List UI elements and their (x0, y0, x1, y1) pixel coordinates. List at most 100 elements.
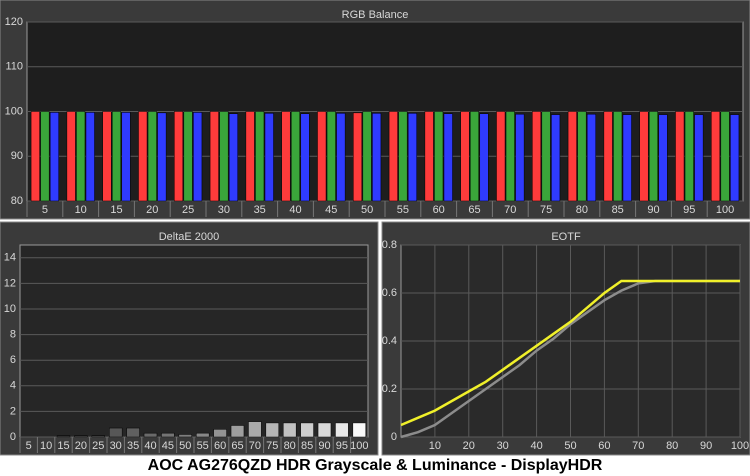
x-tick-label: 40 (289, 204, 301, 216)
x-tick-label: 75 (540, 204, 552, 216)
y-tick-label: 100 (5, 105, 23, 117)
bar (143, 432, 158, 438)
bar (541, 111, 551, 202)
y-tick-label: 2 (10, 405, 16, 417)
y-tick-label: 4 (10, 380, 16, 392)
bar (675, 111, 685, 202)
x-tick-label: 85 (301, 440, 313, 452)
bar (639, 111, 649, 202)
bar (174, 111, 184, 202)
x-tick-label: 45 (162, 440, 174, 452)
y-tick-label: 6 (10, 354, 16, 366)
bar (108, 427, 123, 438)
y-tick-label: 90 (11, 150, 23, 162)
x-tick-label: 50 (179, 440, 191, 452)
bar (336, 113, 346, 202)
bar (213, 429, 227, 438)
bar (551, 114, 561, 202)
bar (30, 111, 40, 202)
x-tick-label: 50 (564, 440, 576, 452)
chart-title: DeltaE 2000 (159, 231, 220, 243)
y-tick-label: 8 (10, 329, 16, 341)
bar (372, 113, 382, 202)
y-tick-label: 120 (5, 16, 23, 28)
y-tick-label: 10 (4, 303, 16, 315)
bar (255, 111, 265, 202)
bar (219, 111, 229, 202)
bar (111, 111, 122, 202)
x-tick-label: 40 (144, 440, 156, 452)
x-tick-label: 65 (468, 204, 480, 216)
bar (245, 111, 255, 202)
x-tick-label: 15 (110, 204, 122, 216)
bar (469, 111, 480, 202)
bar (282, 422, 297, 438)
x-tick-label: 55 (197, 440, 209, 452)
bar (281, 111, 291, 202)
x-tick-label: 60 (214, 440, 226, 452)
bar (290, 111, 301, 202)
x-tick-label: 40 (530, 440, 542, 452)
bar (586, 113, 596, 202)
bar (460, 111, 470, 202)
bar (613, 111, 623, 202)
bar (161, 432, 175, 438)
x-tick-label: 80 (284, 440, 296, 452)
bar (264, 113, 274, 202)
bar (138, 111, 148, 202)
x-tick-label: 10 (40, 440, 52, 452)
bar (49, 112, 59, 202)
x-tick-label: 5 (26, 440, 32, 452)
x-tick-label: 90 (318, 440, 330, 452)
bar (40, 111, 50, 202)
y-tick-label: 80 (11, 195, 23, 207)
caption: AOC AG276QZD HDR Grayscale & Luminance -… (148, 457, 603, 474)
y-tick-label: 110 (5, 61, 23, 73)
x-tick-label: 60 (598, 440, 610, 452)
bar (730, 114, 740, 202)
plot-area (19, 244, 369, 438)
x-tick-label: 100 (350, 440, 368, 452)
bar (228, 113, 238, 202)
bar (567, 111, 577, 202)
bar (85, 112, 95, 202)
bar (195, 432, 210, 438)
x-tick-label: 90 (647, 204, 659, 216)
y-tick-label: 0.2 (382, 383, 397, 395)
bar (362, 111, 372, 202)
bar (424, 111, 434, 202)
bar (326, 111, 336, 202)
x-tick-label: 45 (325, 204, 337, 216)
y-tick-label: 0.6 (382, 287, 397, 299)
bar (496, 111, 506, 202)
bar (209, 111, 219, 202)
bar (230, 425, 245, 438)
bar (443, 113, 453, 202)
x-tick-label: 10 (429, 440, 441, 452)
bar (407, 113, 417, 202)
bar (603, 111, 613, 202)
x-tick-label: 30 (110, 440, 122, 452)
bar (193, 112, 203, 202)
bar (102, 111, 112, 202)
bar (532, 111, 542, 202)
x-tick-label: 70 (504, 204, 516, 216)
y-tick-label: 0 (391, 431, 397, 443)
bar (505, 111, 515, 202)
x-tick-label: 95 (336, 440, 348, 452)
x-tick-label: 20 (146, 204, 158, 216)
chart-title: EOTF (551, 231, 581, 243)
x-tick-label: 35 (254, 204, 266, 216)
bar (335, 422, 349, 438)
bar (121, 112, 131, 202)
bar (91, 435, 106, 438)
bar (248, 421, 262, 438)
bar (711, 111, 721, 202)
bar (74, 435, 88, 438)
y-tick-label: 0.4 (382, 335, 397, 347)
x-tick-label: 100 (731, 440, 749, 452)
x-tick-label: 20 (75, 440, 87, 452)
x-tick-label: 25 (92, 440, 104, 452)
x-tick-label: 5 (42, 204, 48, 216)
